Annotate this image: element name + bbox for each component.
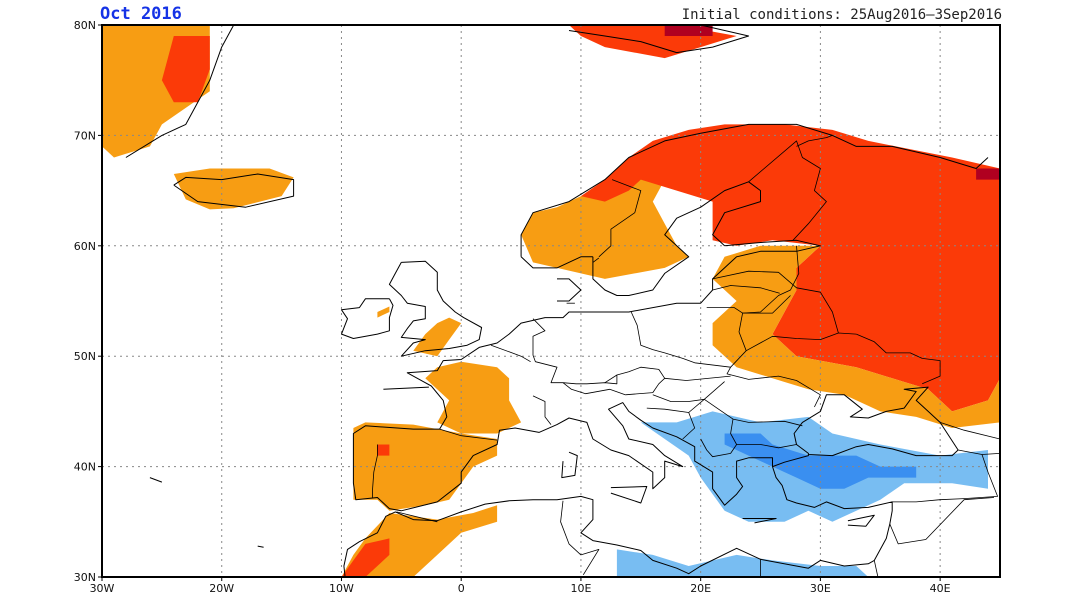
country-border xyxy=(939,422,1000,440)
country-border xyxy=(742,295,791,314)
region-light-orange xyxy=(712,245,1000,428)
country-border xyxy=(560,500,600,576)
country-border xyxy=(592,257,600,263)
country-border xyxy=(700,419,737,458)
coastline xyxy=(383,386,429,390)
country-border xyxy=(625,375,731,396)
region-light-orange xyxy=(425,361,522,434)
coastline xyxy=(568,25,750,54)
country-border xyxy=(796,135,833,147)
region-mid-blue xyxy=(724,433,917,489)
region-light-orange xyxy=(377,306,390,318)
y-tick-label: 30N xyxy=(74,571,96,584)
map-title: Oct 2016 xyxy=(100,4,182,24)
country-border xyxy=(630,311,731,368)
region-light-orange xyxy=(173,168,294,210)
y-tick-label: 70N xyxy=(74,129,96,142)
coastline xyxy=(847,514,875,527)
coastline xyxy=(149,477,163,483)
y-tick-label: 80N xyxy=(74,19,96,32)
country-border xyxy=(562,382,626,396)
region-dark-orange xyxy=(161,36,210,103)
coastline xyxy=(257,545,264,548)
x-tick-label: 0 xyxy=(458,582,465,595)
coastline xyxy=(557,278,582,302)
x-tick-label: 10W xyxy=(329,582,354,595)
region-dark-orange xyxy=(580,124,1000,412)
x-tick-label: 40E xyxy=(930,582,951,595)
coastline xyxy=(341,298,394,339)
coastlines xyxy=(125,25,989,577)
country-border xyxy=(873,560,879,577)
country-border xyxy=(958,449,1000,455)
y-tick-label: 60N xyxy=(74,240,96,253)
coastline xyxy=(610,486,648,504)
region-light-orange xyxy=(413,317,462,357)
map-subtitle: Initial conditions: 25Aug2016–3Sep2016 xyxy=(681,7,1002,23)
country-border xyxy=(439,428,498,441)
coastline xyxy=(742,518,777,524)
country-border xyxy=(706,307,743,314)
country-border xyxy=(712,285,780,294)
y-tick-label: 50N xyxy=(74,350,96,363)
axis-ticks: 30W 20W 10W 0 10E 20E 30E 40E 30N 40N 50N 60N 70N 80N xyxy=(74,19,951,595)
country-border xyxy=(889,497,995,545)
coastline xyxy=(561,451,578,479)
country-border xyxy=(748,140,827,241)
country-border xyxy=(532,318,666,385)
country-borders xyxy=(372,135,1000,577)
plot-frame xyxy=(101,24,1001,578)
coastline xyxy=(520,256,593,269)
country-border xyxy=(688,398,705,413)
region-dark-orange xyxy=(377,444,390,456)
x-tick-label: 20E xyxy=(690,582,711,595)
country-border xyxy=(892,454,998,503)
x-tick-label: 30E xyxy=(810,582,831,595)
country-border xyxy=(856,333,941,385)
coastline xyxy=(343,466,893,577)
coastline xyxy=(388,260,483,357)
country-border xyxy=(712,270,797,289)
graticule xyxy=(102,25,1000,577)
x-tick-label: 20W xyxy=(209,582,234,595)
y-tick-label: 40N xyxy=(74,461,96,474)
country-border xyxy=(652,381,725,402)
region-deep-red xyxy=(976,168,1000,180)
country-border xyxy=(372,444,378,498)
region-deep-red xyxy=(664,25,713,36)
country-border xyxy=(532,395,552,425)
anomaly-regions xyxy=(102,25,1000,577)
country-border xyxy=(704,398,803,427)
x-tick-label: 30W xyxy=(90,582,115,595)
region-dark-orange xyxy=(341,538,390,577)
country-border xyxy=(396,511,438,523)
country-border xyxy=(604,374,618,384)
coastline xyxy=(592,181,761,296)
country-border xyxy=(598,179,642,258)
coastline xyxy=(173,173,295,208)
country-border xyxy=(796,287,839,334)
x-tick-label: 10E xyxy=(570,582,591,595)
coastline xyxy=(125,25,235,158)
country-border xyxy=(746,332,857,352)
coastline xyxy=(520,123,989,257)
coastline xyxy=(352,239,959,512)
country-border xyxy=(736,444,797,449)
country-border xyxy=(490,344,531,363)
